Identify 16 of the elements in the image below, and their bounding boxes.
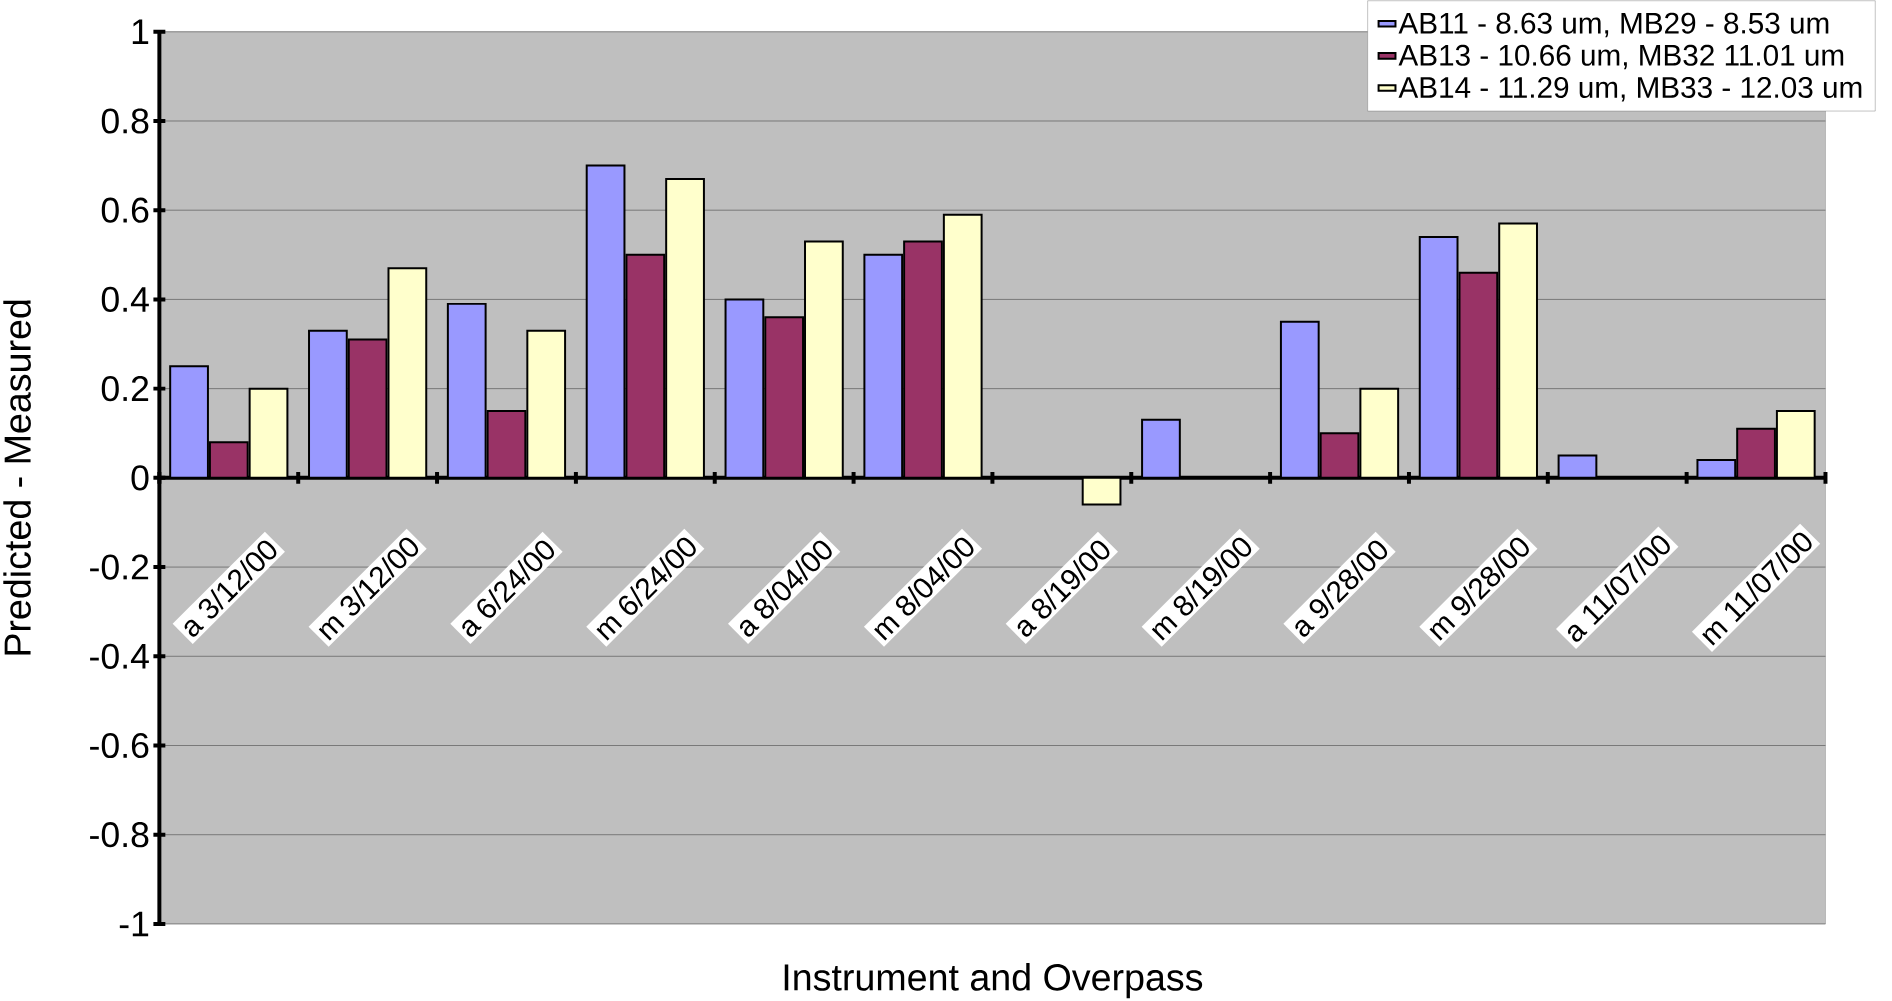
- legend-label: AB14 - 11.29 um, MB33 - 12.03 um: [1398, 76, 1862, 102]
- y-tick-label: 0.8: [101, 108, 149, 134]
- y-tick-label: -0.8: [90, 821, 149, 848]
- y-tick-label: -0.4: [90, 643, 149, 669]
- legend-label: AB13 - 10.66 um, MB32 11.01 um: [1398, 44, 1844, 70]
- y-tick-label: -1: [119, 911, 149, 936]
- y-tick-label: -0.6: [90, 732, 149, 758]
- y-tick-label: 0.2: [101, 375, 149, 402]
- legend-label: AB11 - 8.63 um, MB29 - 8.53 um: [1398, 12, 1829, 37]
- y-tick-label: -0.2: [90, 554, 149, 580]
- y-tick-label: 0.4: [101, 286, 149, 312]
- y-tick-label: 1: [132, 19, 149, 44]
- y-axis-title: Predicted - Measured: [3, 300, 31, 655]
- y-tick-label: 0.6: [101, 197, 149, 223]
- x-axis-title: Instrument and Overpass: [784, 962, 1203, 998]
- y-tick-label: 0: [131, 465, 149, 491]
